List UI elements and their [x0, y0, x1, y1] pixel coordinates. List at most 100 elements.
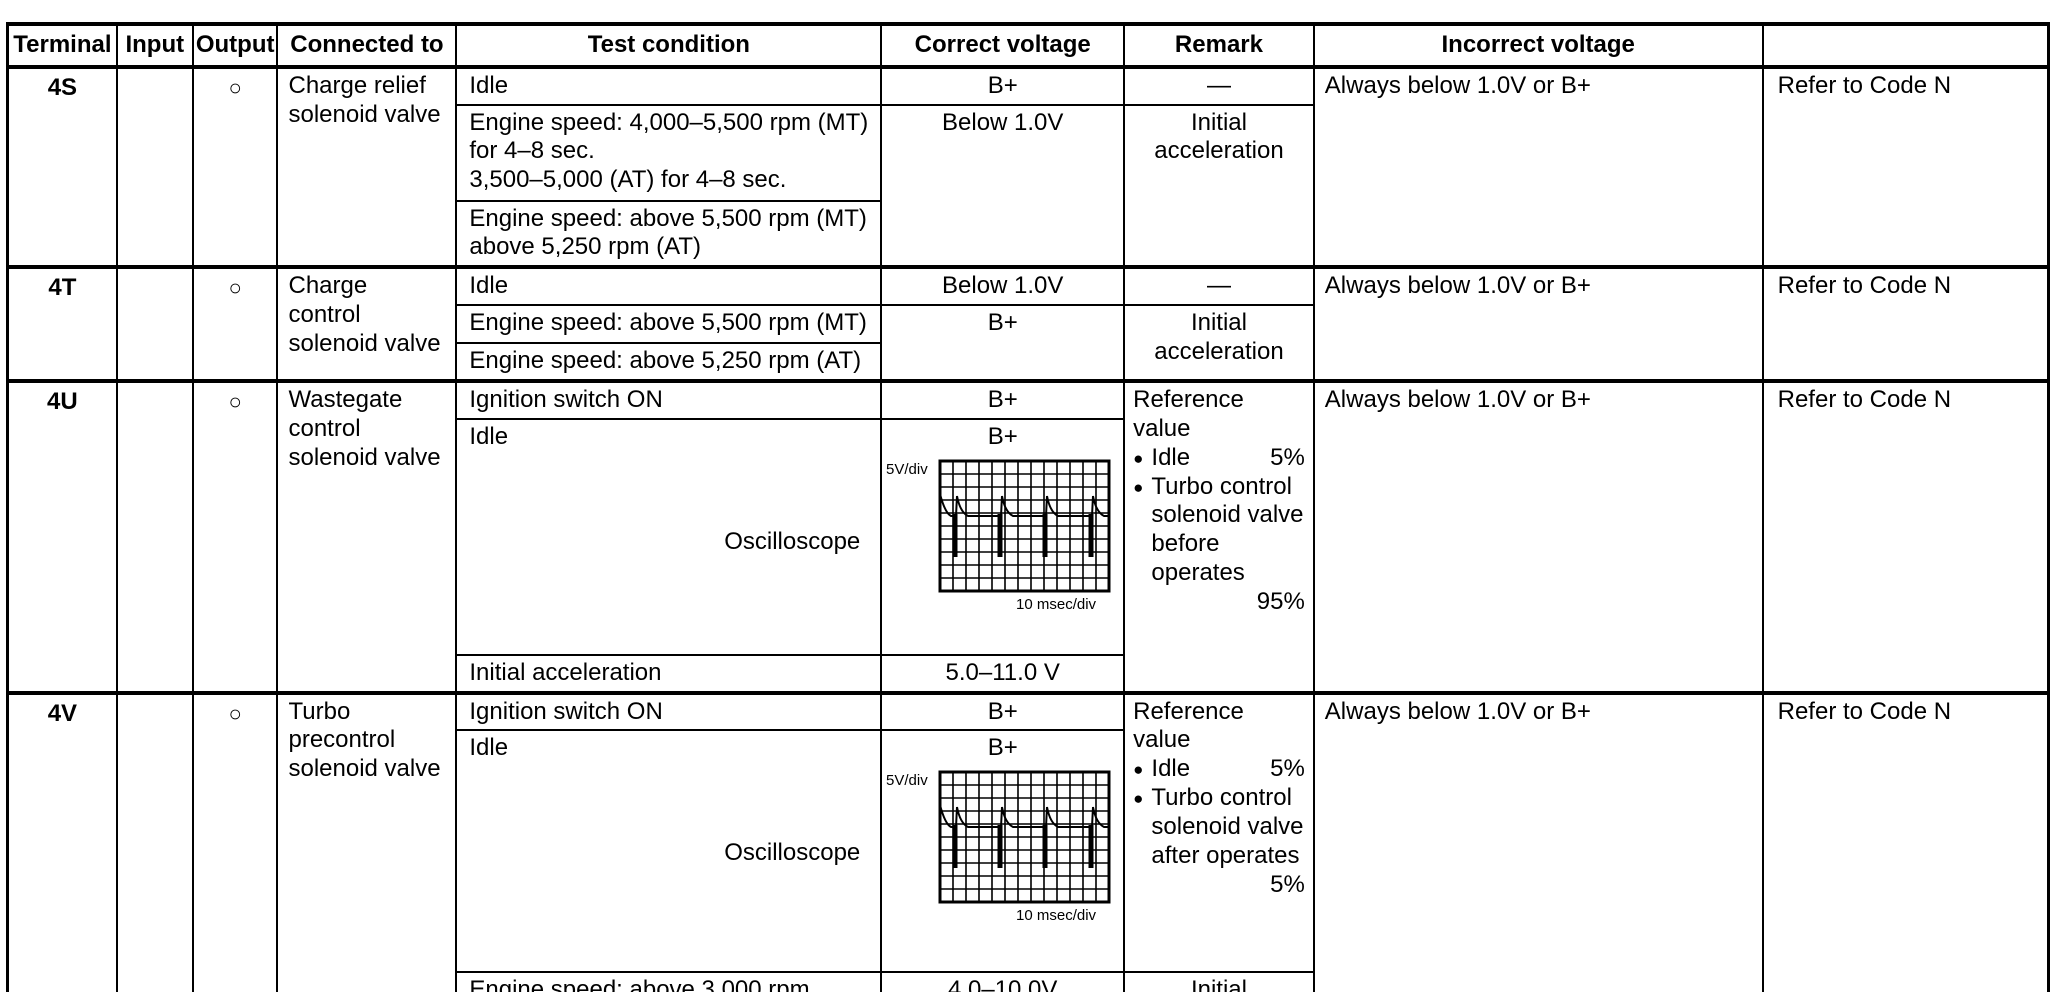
refer-cell: Refer to Code N — [1761, 265, 2050, 382]
scope-tdiv-label: 10 msec/div — [1016, 596, 1097, 613]
correct-voltage-cell: B+ — [880, 378, 1126, 420]
voltage-label: B+ — [987, 734, 1018, 762]
oscilloscope-grid — [938, 459, 1111, 593]
terminal-voltage-table: Terminal Input Output Connected to Test … — [6, 22, 2050, 992]
column-header-output: Output — [191, 23, 279, 68]
correct-voltage-cell: B+ — [880, 303, 1126, 382]
row-4u-1: 4U ○ Wastegate control solenoid valve Ig… — [6, 378, 2050, 694]
row-4s-1: 4S ○ Charge relief solenoid valve Idle B… — [6, 64, 2050, 269]
row-4s-3: Engine speed: above 5,500 rpm (MT) above… — [8, 199, 2049, 269]
oscilloscope-label: Oscilloscope — [724, 527, 861, 555]
column-header-remark: Remark — [1123, 23, 1315, 68]
connected-to-cell: Charge relief solenoid valve — [276, 64, 458, 269]
remark-bullet-turbo: ● Turbo control solenoid valve before op… — [1133, 473, 1307, 588]
grid-border — [938, 770, 1111, 904]
oscilloscope-grid — [938, 770, 1111, 904]
bullet-icon: ● — [1133, 760, 1144, 780]
scope-tdiv-label: 10 msec/div — [1016, 907, 1097, 924]
test-condition-cell: Engine speed: above 3,000 rpm — [455, 971, 883, 992]
row-4t-2: Engine speed: above 5,500 rpm (MT) B+ In… — [8, 303, 2049, 382]
column-header-input: Input — [115, 23, 194, 68]
refer-cell: Refer to Code N — [1761, 378, 2050, 694]
bullet-value: 5% — [1270, 443, 1305, 471]
oscilloscope-figure: 5V/div 10 msec/div — [886, 770, 1111, 924]
test-condition-cell: Engine speed: above 5,500 rpm (MT) above… — [455, 199, 883, 269]
refer-cell: Refer to Code N — [1761, 64, 2050, 269]
row-4v-2: Idle Oscilloscope B+ 5V/div 10 msec/div — [8, 729, 2049, 974]
waveform-pulses — [952, 513, 1094, 557]
correct-voltage-cell: 4.0–10.0V (Reference) — [880, 971, 1126, 992]
correct-voltage-cell: B+ 5V/div 10 msec/div — [880, 729, 1126, 974]
test-condition-cell: Idle — [455, 265, 883, 306]
bullet-value: 5% — [1270, 755, 1305, 783]
test-condition-label: Idle — [469, 734, 509, 762]
column-header-correct-voltage: Correct voltage — [880, 23, 1126, 68]
test-condition-cell: Idle — [455, 64, 883, 106]
correct-voltage-cell: B+ — [880, 64, 1126, 106]
correct-voltage-cell: Below 1.0V — [880, 265, 1126, 306]
input-cell — [115, 378, 194, 694]
bullet-label: Turbo control solenoid valve before oper… — [1151, 472, 1304, 586]
header-row: Terminal Input Output Connected to Test … — [6, 23, 2050, 68]
remark-cell: — — [1123, 265, 1315, 306]
test-condition-cell: Engine speed: 4,000–5,500 rpm (MT) for 4… — [455, 103, 883, 202]
row-4s-2: Engine speed: 4,000–5,500 rpm (MT) for 4… — [8, 103, 2049, 269]
output-circle: ○ — [191, 265, 279, 382]
remark-cell: Initial acceleration — [1123, 971, 1315, 992]
bullet-label: Turbo control solenoid valve after opera… — [1151, 784, 1304, 869]
incorrect-voltage-cell: Always below 1.0V or B+ — [1312, 265, 1764, 382]
output-circle: ○ — [191, 64, 279, 269]
bullet-value: 95% — [1256, 587, 1305, 615]
connected-to-cell: Wastegate control solenoid valve — [276, 378, 458, 694]
bullet-label: Idle — [1151, 443, 1191, 471]
bullet-icon: ● — [1133, 448, 1144, 468]
bullet-icon: ● — [1133, 477, 1144, 497]
test-condition-cell: Idle Oscilloscope — [455, 417, 883, 656]
test-condition-cell: Idle Oscilloscope — [455, 729, 883, 974]
row-4v-3: Engine speed: above 3,000 rpm 4.0–10.0V … — [8, 971, 2049, 992]
connected-to-cell: Charge control solenoid valve — [276, 265, 458, 382]
test-condition-cell: Ignition switch ON — [455, 690, 883, 732]
terminal-cell: 4T — [6, 265, 118, 382]
output-circle: ○ — [191, 378, 279, 694]
bullet-value: 5% — [1270, 870, 1305, 898]
incorrect-voltage-cell: Always below 1.0V or B+ — [1312, 378, 1764, 694]
scope-vdiv-label: 5V/div — [886, 461, 928, 478]
scope-vdiv-label: 5V/div — [886, 772, 928, 789]
remark-bullet-idle: ● Idle 5% — [1133, 444, 1307, 473]
remark-bullet-turbo: ● Turbo control solenoid valve after ope… — [1133, 784, 1307, 870]
column-header-test-condition: Test condition — [455, 23, 883, 68]
remark-cell: — — [1123, 64, 1315, 106]
correct-voltage-cell: B+ 5V/div 10 msec/div — [880, 417, 1126, 656]
row-4t-1: 4T ○ Charge control solenoid valve Idle … — [6, 265, 2050, 382]
row-4u-2: Idle Oscilloscope B+ 5V/div 10 msec/div — [8, 417, 2049, 656]
refer-cell: Refer to Code N — [1761, 690, 2050, 992]
row-4u-3: Initial acceleration 5.0–11.0 V — [8, 653, 2049, 694]
reference-value-title: Reference value — [1133, 697, 1244, 754]
oscilloscope-figure: 5V/div 10 msec/div — [886, 459, 1111, 613]
remark-cell: Initial acceleration — [1123, 103, 1315, 269]
correct-voltage-cell: B+ — [880, 690, 1126, 732]
column-header-incorrect-voltage: Incorrect voltage — [1312, 23, 1764, 68]
input-cell — [115, 64, 194, 269]
terminal-cell: 4V — [6, 690, 118, 992]
remark-cell: Reference value ● Idle 5% ● Turbo control… — [1123, 378, 1315, 694]
correct-voltage-cell: Below 1.0V — [880, 103, 1126, 269]
remark-bullet-idle: ● Idle 5% — [1133, 755, 1307, 784]
input-cell — [115, 690, 194, 992]
column-header-terminal: Terminal — [6, 23, 118, 68]
test-condition-cell: Ignition switch ON — [455, 378, 883, 420]
remark-cell: Reference value ● Idle 5% ● Turbo control… — [1123, 690, 1315, 974]
oscilloscope-label: Oscilloscope — [724, 839, 861, 867]
column-header-connected-to: Connected to — [276, 23, 458, 68]
test-condition-cell: Engine speed: above 5,250 rpm (AT) — [455, 341, 883, 382]
waveform-pulses — [952, 825, 1094, 869]
terminal-cell: 4S — [6, 64, 118, 269]
correct-voltage-cell: 5.0–11.0 V — [880, 653, 1126, 694]
column-header-refer — [1761, 23, 2050, 68]
output-circle: ○ — [191, 690, 279, 992]
reference-value-title: Reference value — [1133, 385, 1244, 442]
row-4v-1: 4V ○ Turbo precontrol solenoid valve Ign… — [6, 690, 2050, 992]
test-condition-cell: Initial acceleration — [455, 653, 883, 694]
